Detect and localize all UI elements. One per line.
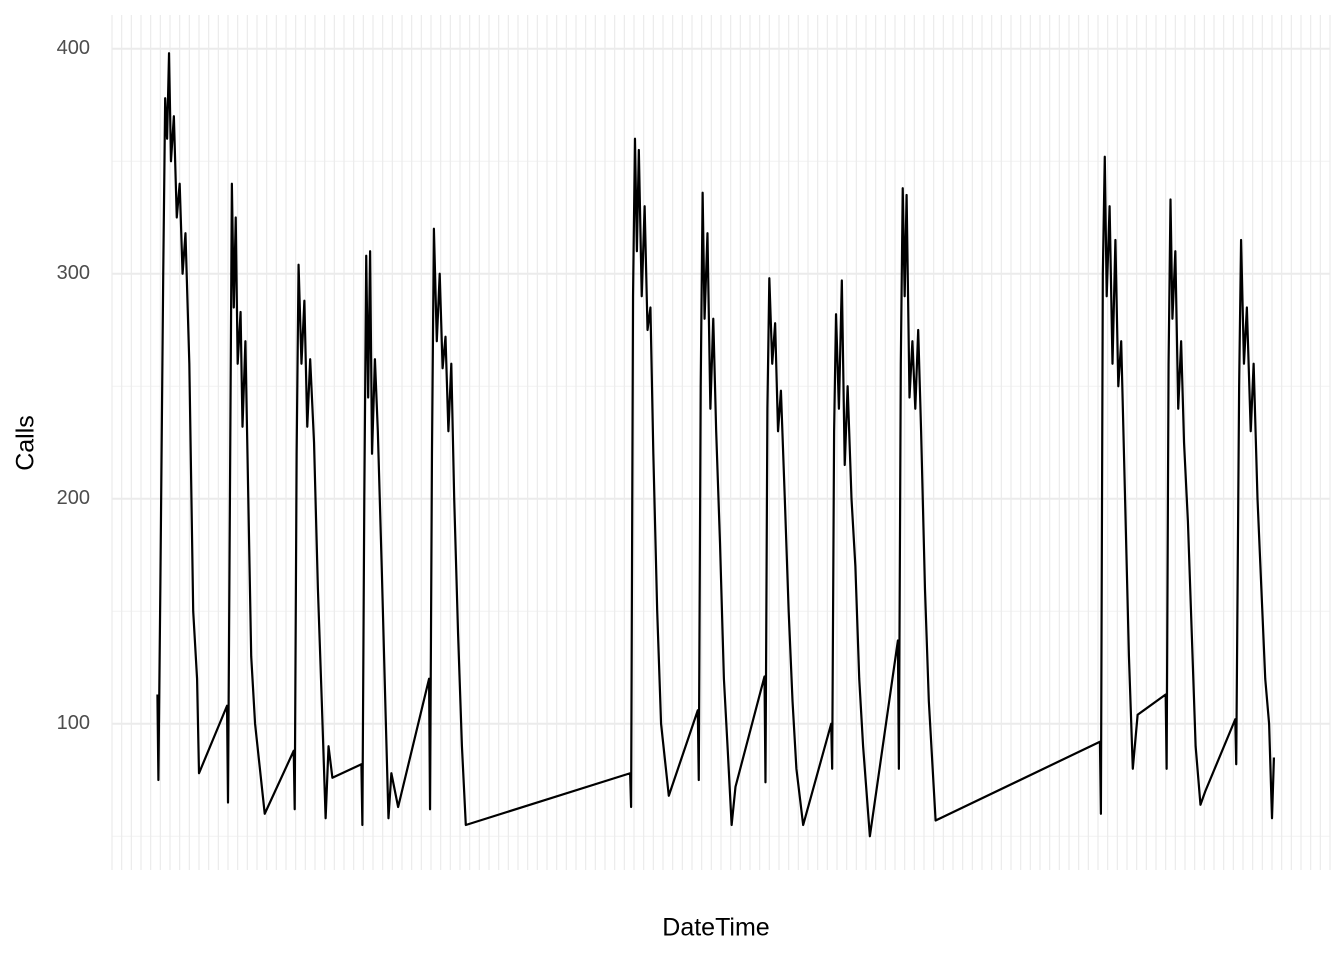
y-tick-label: 300: [57, 262, 90, 284]
y-tick-label: 400: [57, 37, 90, 59]
grid: [111, 15, 1331, 870]
y-tick-label: 200: [57, 487, 90, 509]
data-line: [156, 52, 1276, 838]
x-axis-title: DateTime: [662, 914, 769, 942]
y-axis-title: Calls: [12, 415, 40, 471]
y-tick-label: 100: [57, 712, 90, 734]
